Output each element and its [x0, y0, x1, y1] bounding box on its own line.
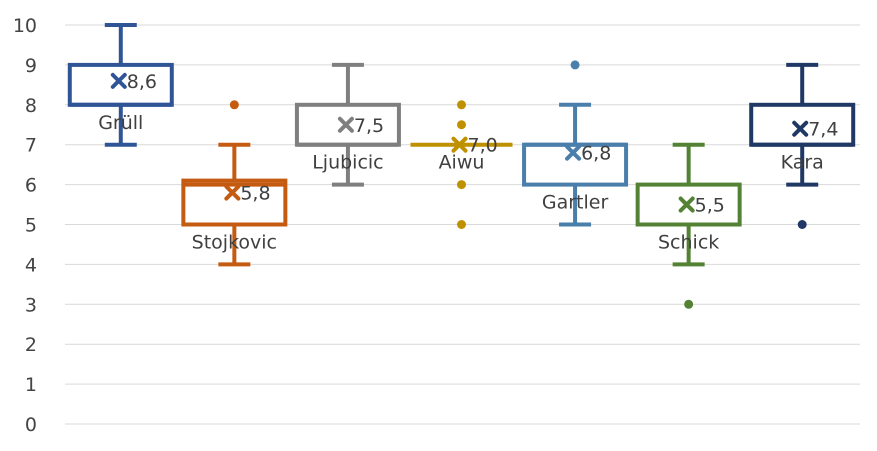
y-axis-ticks: 0 1 2 3 4 5 6 7 8 9 10 — [13, 15, 37, 436]
mean-marker — [110, 72, 127, 89]
category-label: Grüll — [98, 112, 143, 134]
outlier-point — [797, 220, 807, 229]
box-5 — [635, 142, 742, 309]
box-4 — [522, 60, 629, 227]
outlier-point — [229, 100, 239, 110]
mean-label: 7,5 — [354, 115, 384, 137]
category-label: Kara — [781, 152, 824, 174]
mean-label: 5,5 — [695, 195, 725, 217]
outlier-point — [684, 299, 694, 309]
mean-marker — [337, 116, 354, 133]
outlier-point — [457, 180, 466, 190]
outlier-point — [457, 100, 466, 110]
mean-label: 6,8 — [581, 143, 611, 165]
category-label: Gartler — [542, 192, 609, 214]
box-2 — [294, 62, 401, 187]
box-6 — [749, 62, 856, 229]
y-tick-label: 6 — [25, 175, 37, 197]
mean-label: 7,0 — [468, 135, 498, 157]
y-tick-label: 10 — [13, 15, 37, 37]
y-tick-label: 1 — [25, 374, 37, 396]
y-tick-label: 5 — [25, 215, 37, 237]
mean-label: 7,4 — [808, 119, 838, 141]
box-0 — [67, 23, 174, 147]
y-tick-label: 2 — [25, 334, 37, 356]
mean-marker — [678, 196, 695, 213]
category-label: Ljubicic — [312, 152, 383, 174]
y-tick-label: 3 — [25, 294, 37, 316]
y-tick-label: 0 — [25, 414, 37, 436]
category-label: Schick — [658, 232, 719, 254]
category-label: Aiwu — [439, 152, 485, 174]
box-1 — [181, 100, 288, 267]
y-tick-label: 9 — [25, 55, 37, 77]
boxes — [67, 23, 856, 309]
y-tick-label: 7 — [25, 135, 37, 157]
mean-marker — [565, 144, 582, 161]
outlier-point — [457, 220, 466, 229]
outlier-point — [570, 60, 580, 70]
box-3 — [410, 100, 513, 229]
y-tick-label: 4 — [25, 254, 37, 276]
outlier-point — [457, 120, 466, 130]
mean-marker — [224, 184, 241, 201]
mean-marker — [792, 120, 809, 137]
category-label: Stojkovic — [192, 232, 277, 254]
y-tick-label: 8 — [25, 95, 37, 117]
mean-label: 5,8 — [240, 183, 270, 205]
mean-label: 8,6 — [127, 71, 157, 93]
mean-marker — [451, 136, 468, 153]
